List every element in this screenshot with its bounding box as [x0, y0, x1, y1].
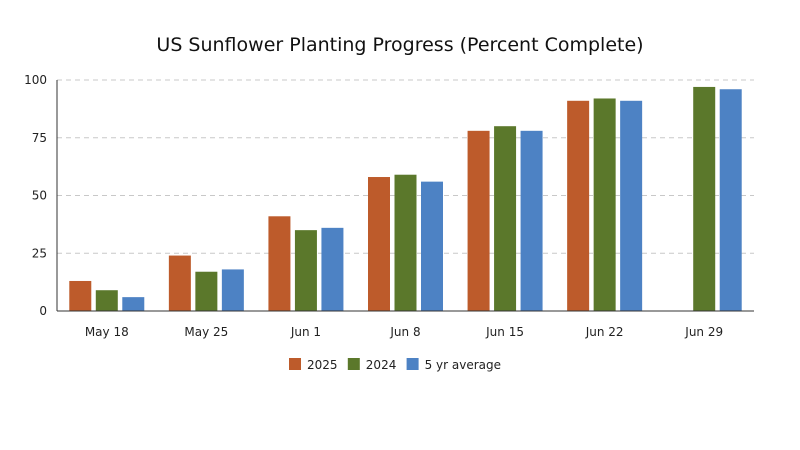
bar: [394, 174, 417, 311]
bar: [368, 177, 390, 311]
legend-swatch: [289, 358, 301, 370]
bar: [168, 255, 191, 311]
legend: 2025 2024 5 yr average: [289, 358, 501, 372]
legend-label: 5 yr average: [425, 358, 501, 372]
bar: [620, 100, 643, 311]
y-tick-label: 25: [32, 246, 47, 260]
x-tick-label: Jun 29: [684, 325, 723, 339]
legend-label: 2025: [307, 358, 338, 372]
y-tick-label: 0: [39, 304, 47, 318]
axes: 0 25 50 75 100 May 18 May 25 Jun 1 Jun 8 Jun 15 Ju…: [24, 73, 754, 339]
bar: [567, 100, 590, 311]
bar: [593, 98, 616, 311]
x-tick-label: Jun 1: [290, 325, 321, 339]
bars: [69, 86, 742, 312]
y-tick-label: 50: [32, 189, 47, 203]
y-tick-label: 75: [32, 131, 47, 145]
y-tick-label: 100: [24, 73, 47, 87]
legend-swatch: [406, 358, 419, 370]
bar: [268, 216, 291, 311]
legend-label: 2024: [366, 358, 397, 372]
bar: [520, 130, 543, 311]
bar: [294, 230, 317, 311]
x-tick-label: Jun 22: [585, 325, 624, 339]
bar: [122, 297, 145, 311]
bar: [467, 130, 490, 311]
bar: [221, 269, 244, 311]
x-tick-label: May 25: [184, 325, 228, 339]
bar: [421, 181, 443, 311]
chart-title: US Sunflower Planting Progress (Percent …: [156, 34, 644, 56]
bar: [195, 271, 218, 311]
x-tick-label: Jun 15: [485, 325, 524, 339]
bar: [693, 86, 716, 312]
bar: [719, 89, 742, 312]
bar: [69, 280, 92, 311]
bar: [95, 290, 118, 311]
x-tick-label: Jun 8: [389, 325, 420, 339]
x-tick-label: May 18: [85, 325, 129, 339]
bar: [494, 126, 517, 311]
bar: [321, 227, 344, 311]
legend-swatch: [347, 358, 360, 370]
